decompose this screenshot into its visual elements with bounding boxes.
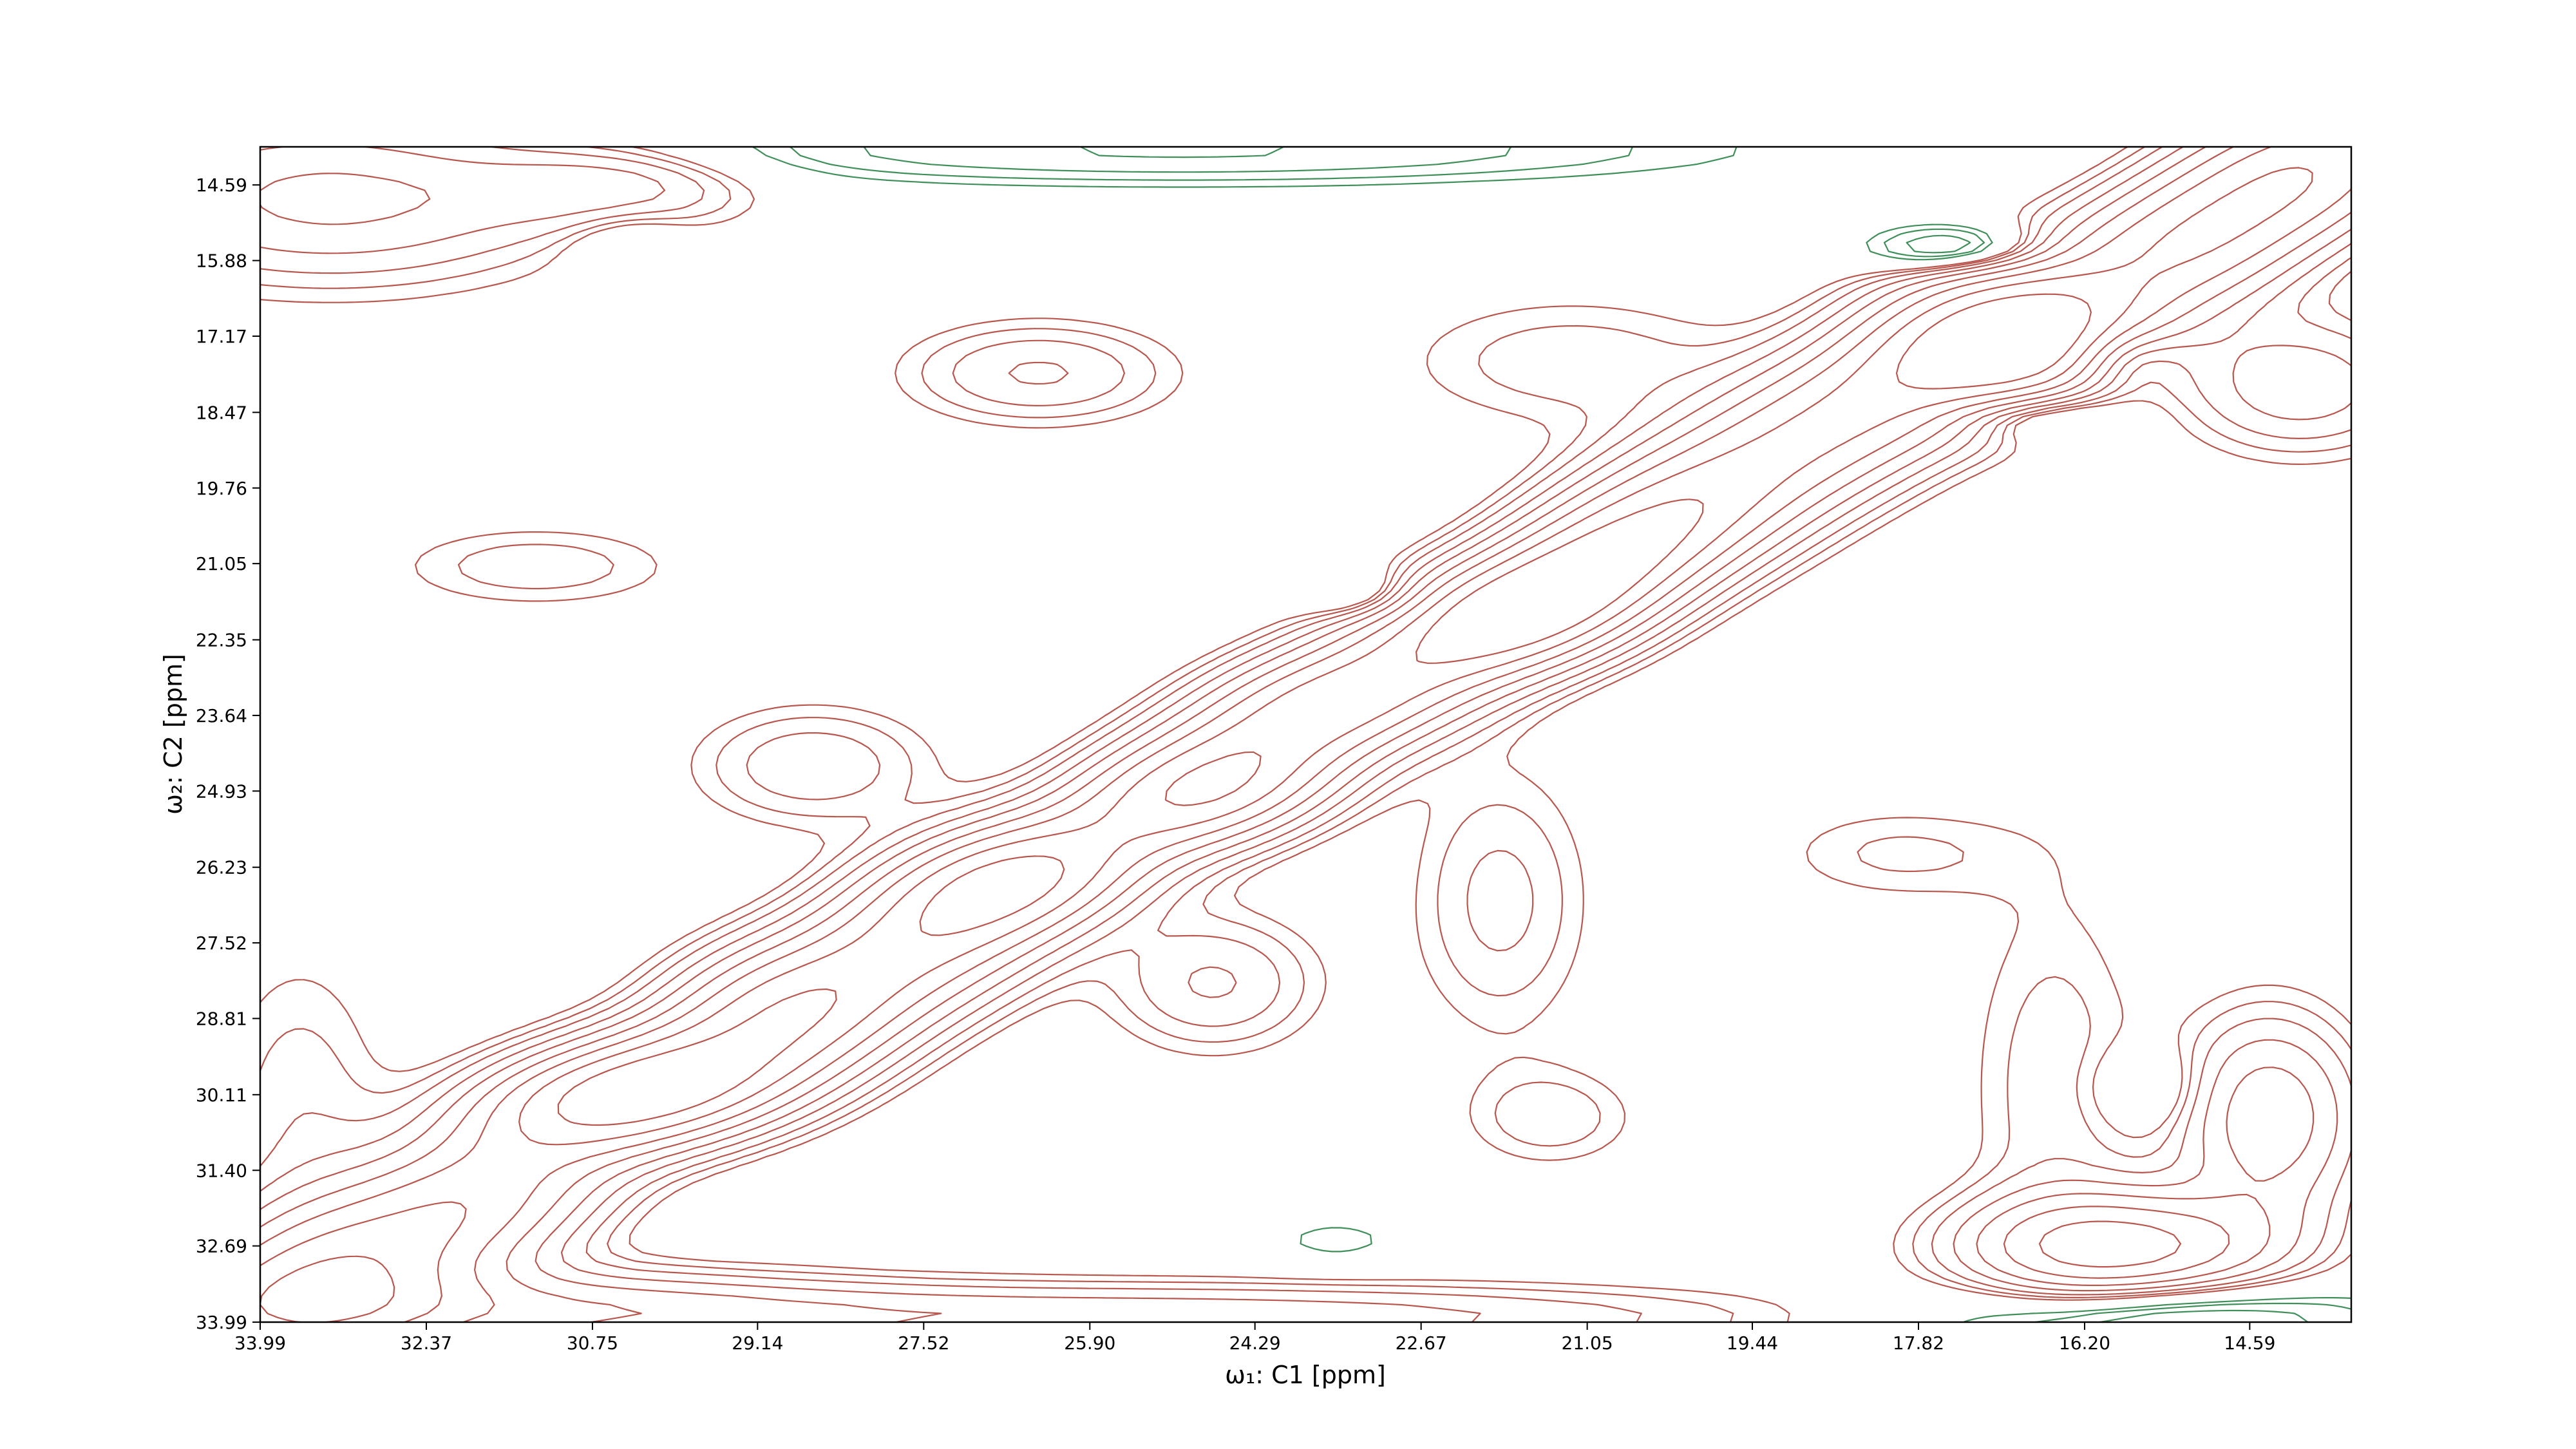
y-tick-label: 26.23 [196,857,247,878]
x-tick-label: 24.29 [1229,1332,1281,1354]
y-tick-label: 32.69 [196,1236,247,1257]
x-tick-label: 30.75 [567,1332,618,1354]
positive-contour [260,147,2351,1322]
negative-contour [752,147,2351,1322]
y-tick-label: 21.05 [196,553,247,574]
x-tick-label: 16.20 [2059,1332,2110,1354]
y-tick-label: 28.81 [196,1009,247,1030]
y-tick-label: 24.93 [196,781,247,802]
positive-contour [260,147,2351,1322]
y-tick-label: 33.99 [196,1312,247,1333]
y-tick-label: 19.76 [196,478,247,499]
x-tick-label: 29.14 [732,1332,783,1354]
y-tick-label: 31.40 [196,1160,247,1181]
x-tick-label: 25.90 [1064,1332,1115,1354]
x-tick-label: 22.67 [1396,1332,1447,1354]
y-tick-label: 27.52 [196,933,247,954]
positive-contour [260,147,2351,1322]
positive-contour [260,147,2351,1322]
positive-contour [260,167,2313,1322]
y-tick-label: 23.64 [196,705,247,726]
x-axis-label: ω₁: C1 [ppm] [1225,1361,1386,1389]
x-tick-label: 21.05 [1562,1332,1613,1354]
positive-contour [260,147,2351,1322]
positive-contour [260,147,2351,1322]
x-tick-label: 32.37 [401,1332,452,1354]
y-tick-label: 18.47 [196,402,247,423]
positive-contour [260,147,2351,1322]
x-tick-label: 19.44 [1727,1332,1778,1354]
x-tick-label: 27.52 [898,1332,949,1354]
x-tick-label: 33.99 [234,1332,286,1354]
negative-contour [1079,147,1285,158]
y-tick-label: 22.35 [196,629,247,650]
negative-contour [863,147,2309,1322]
y-axis-label: ω₂: C2 [ppm] [159,654,187,815]
x-tick-label: 14.59 [2224,1332,2275,1354]
y-tick-label: 15.88 [196,251,247,272]
plot-frame [259,146,2353,1323]
y-tick-label: 30.11 [196,1084,247,1106]
x-tick-label: 17.82 [1893,1332,1944,1354]
y-tick-label: 14.59 [196,175,247,196]
positive-contour [260,293,2092,1322]
y-tick-label: 17.17 [196,326,247,347]
negative-contour [789,147,2351,1322]
contour-layer [260,147,2351,1322]
